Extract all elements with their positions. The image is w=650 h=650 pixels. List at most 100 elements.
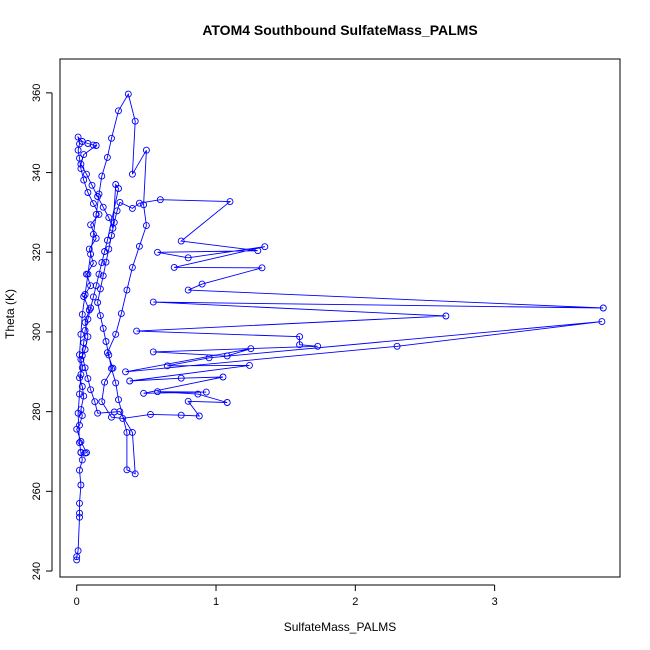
y-tick-label: 360 — [31, 84, 43, 102]
data-point — [101, 378, 109, 386]
data-point — [84, 315, 92, 323]
data-point — [105, 245, 113, 253]
data-point — [102, 258, 110, 266]
data-point — [77, 355, 85, 363]
data-point — [128, 428, 136, 436]
data-point — [76, 351, 83, 359]
data-point — [92, 210, 100, 218]
data-point — [77, 448, 85, 456]
data-point — [163, 362, 171, 370]
data-point — [103, 153, 111, 161]
x-axis-label: SulfateMass_PALMS — [284, 620, 397, 634]
data-point — [119, 414, 127, 422]
data-point — [77, 481, 85, 489]
data-point — [198, 280, 206, 288]
data-point — [80, 293, 88, 300]
data-point — [83, 170, 90, 178]
data-point — [74, 547, 82, 555]
data-point — [84, 189, 92, 196]
data-point — [254, 247, 262, 255]
data-point — [131, 470, 139, 478]
data-point — [177, 237, 185, 245]
data-point — [261, 243, 269, 251]
data-point — [81, 364, 89, 372]
chart-title: ATOM4 Southbound SulfateMass_PALMS — [202, 22, 477, 38]
data-point — [99, 324, 107, 332]
y-tick-label: 280 — [31, 402, 43, 420]
data-point — [89, 259, 97, 267]
data-point — [95, 270, 103, 278]
data-point — [76, 439, 83, 447]
data-point — [117, 310, 125, 318]
data-point — [123, 466, 131, 474]
data-point — [122, 368, 129, 376]
data-point — [314, 342, 322, 350]
data-point — [103, 236, 111, 244]
data-point — [108, 134, 115, 142]
data-point — [116, 408, 124, 416]
data-point — [94, 409, 102, 417]
data-point — [76, 509, 83, 517]
data-point — [89, 230, 97, 238]
data-point — [98, 398, 106, 406]
data-point — [149, 348, 157, 356]
x-tick-label: 3 — [492, 596, 498, 608]
y-tick-label: 260 — [31, 482, 43, 500]
y-tick-label: 300 — [31, 323, 43, 341]
x-tick-label: 2 — [352, 596, 358, 608]
data-point — [108, 413, 115, 421]
data-point — [258, 264, 266, 272]
data-point — [98, 259, 106, 267]
data-point — [80, 339, 88, 347]
data-point — [77, 438, 85, 445]
data-point — [87, 386, 95, 394]
y-axis-label: Theta (K) — [3, 289, 17, 339]
data-point — [177, 374, 185, 382]
data-point — [81, 326, 89, 334]
data-point — [599, 304, 607, 312]
data-point — [87, 221, 95, 229]
data-point — [73, 556, 81, 564]
data-point — [76, 466, 83, 474]
data-point — [135, 242, 143, 250]
data-point — [77, 160, 85, 168]
data-point — [80, 151, 88, 159]
data-point — [115, 107, 122, 115]
data-point — [113, 207, 121, 215]
data-point — [194, 390, 202, 398]
y-tick-label: 340 — [31, 163, 43, 181]
data-point — [131, 117, 139, 125]
data-point — [147, 410, 154, 418]
data-point — [142, 222, 150, 230]
data-point — [77, 165, 85, 173]
data-point — [94, 299, 102, 306]
data-point — [78, 383, 86, 390]
data-point — [296, 341, 304, 349]
data-point — [92, 142, 100, 149]
data-point — [78, 364, 86, 372]
data-point — [89, 141, 97, 149]
data-point — [219, 373, 227, 381]
data-point — [89, 293, 97, 301]
data-point — [96, 285, 104, 293]
data-point — [99, 203, 107, 211]
data-point — [184, 286, 192, 294]
data-point — [128, 204, 136, 212]
data-point — [128, 170, 136, 178]
data-point — [78, 352, 86, 359]
data-point — [126, 377, 134, 385]
data-point — [393, 342, 401, 350]
data-point — [74, 409, 82, 417]
data-point — [102, 338, 110, 345]
data-point — [170, 263, 178, 271]
y-tick-label: 240 — [31, 562, 43, 580]
data-point — [123, 428, 131, 436]
data-point — [84, 375, 92, 383]
data-point — [108, 232, 115, 239]
data-point — [99, 272, 107, 280]
data-point — [109, 364, 117, 372]
data-point — [226, 198, 234, 206]
x-tick-label: 0 — [74, 596, 80, 608]
data-point — [74, 133, 82, 141]
